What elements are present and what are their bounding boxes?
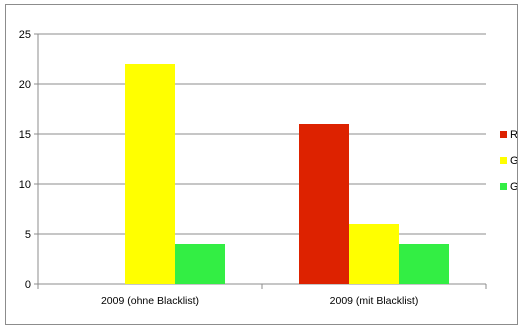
x-tick-label: 2009 (mit Blacklist) xyxy=(330,295,419,307)
legend-label: Grün xyxy=(510,181,518,193)
y-tick-label: 20 xyxy=(19,79,31,91)
y-tick-label: 15 xyxy=(19,129,31,141)
bar xyxy=(175,244,225,284)
x-tick-label: 2009 (ohne Blacklist) xyxy=(101,295,199,307)
y-tick-label: 0 xyxy=(25,279,31,291)
bar xyxy=(399,244,449,284)
legend-swatch xyxy=(500,131,507,138)
legend-label: Rot xyxy=(510,129,518,141)
y-tick-label: 10 xyxy=(19,179,31,191)
legend-swatch xyxy=(500,157,507,164)
y-tick-label: 25 xyxy=(19,29,31,41)
chart-area: 0 5 10 15 20 25 2009 (ohne Blacklist) 2009 (mit… xyxy=(5,4,518,325)
bar xyxy=(125,64,175,284)
bar xyxy=(299,124,349,284)
y-tick-label: 5 xyxy=(25,229,31,241)
bar-chart: 0 5 10 15 20 25 2009 (ohne Blacklist) 2009 (mit… xyxy=(19,29,518,307)
bar xyxy=(349,224,399,284)
legend-label: Gelb xyxy=(510,155,518,167)
legend-swatch xyxy=(500,183,507,190)
